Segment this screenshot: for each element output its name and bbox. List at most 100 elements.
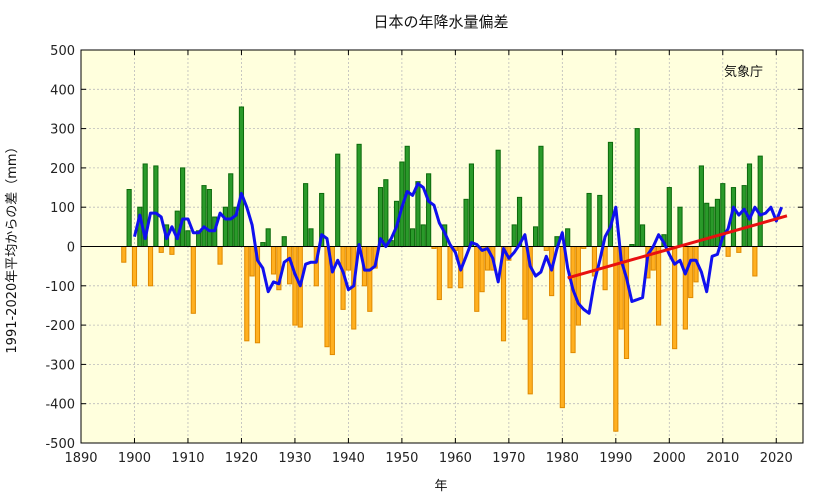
anomaly-bar <box>426 173 432 247</box>
anomaly-bar <box>746 163 753 247</box>
anomaly-bar <box>613 246 619 432</box>
x-tick-label: 1960 <box>439 451 472 466</box>
x-tick-label: 1940 <box>332 451 365 466</box>
source-label: 気象庁 <box>724 64 763 80</box>
anomaly-bar <box>131 246 138 287</box>
anomaly-bar <box>634 128 640 248</box>
anomaly-bar <box>698 165 704 247</box>
x-axis-label: 年 <box>434 479 447 494</box>
anomaly-bar <box>559 246 565 409</box>
anomaly-bar <box>463 198 469 247</box>
y-tick-label: 500 <box>50 44 75 59</box>
y-tick-label: -200 <box>45 319 75 334</box>
anomaly-bar <box>206 189 212 247</box>
anomaly-bar <box>757 155 763 247</box>
anomaly-bar <box>436 246 442 301</box>
anomaly-bar <box>335 153 341 248</box>
x-tick-label: 2010 <box>706 451 739 466</box>
running-mean-line <box>133 182 784 315</box>
x-tick-label: 1990 <box>599 451 632 466</box>
x-tick-label: 1920 <box>225 451 258 466</box>
x-tick-label: 1950 <box>385 451 418 466</box>
anomaly-bar <box>222 206 228 247</box>
anomaly-bar <box>303 183 309 247</box>
anomaly-bar <box>639 224 646 247</box>
anomaly-bar <box>126 189 132 247</box>
anomaly-bar <box>420 224 426 247</box>
x-tick-label: 1980 <box>546 451 579 466</box>
anomaly-bar <box>345 246 351 271</box>
y-tick-label: 200 <box>50 162 75 177</box>
anomaly-bar <box>597 194 603 248</box>
anomaly-bar <box>169 246 175 255</box>
anomaly-bar <box>570 246 576 354</box>
x-tick-label: 2020 <box>760 451 793 466</box>
anomaly-bar <box>308 228 314 248</box>
anomaly-bar <box>383 179 389 247</box>
y-tick-label: 300 <box>50 123 75 138</box>
anomaly-bar <box>244 246 250 342</box>
anomaly-bar <box>752 246 758 277</box>
anomaly-bar <box>292 246 298 326</box>
anomaly-bar <box>201 185 207 248</box>
x-tick-label: 1890 <box>64 451 97 466</box>
anomaly-bar <box>356 143 362 248</box>
anomaly-bar <box>666 187 672 248</box>
anomaly-bar <box>217 246 223 265</box>
anomaly-bar <box>121 246 127 263</box>
anomaly-bar <box>447 246 453 289</box>
anomaly-bar <box>158 246 164 253</box>
anomaly-bar <box>565 228 571 248</box>
anomaly-bar <box>688 246 694 299</box>
y-tick-label: 400 <box>50 83 75 98</box>
anomaly-bar <box>409 228 416 248</box>
y-tick-label: -400 <box>45 398 75 413</box>
anomaly-bar <box>575 246 581 326</box>
anomaly-bar <box>586 192 592 248</box>
anomaly-bar <box>682 246 688 330</box>
trend-line <box>567 214 788 280</box>
anomaly-bar <box>249 246 255 277</box>
x-tick-label: 1900 <box>118 451 151 466</box>
y-tick-label: -500 <box>45 437 75 452</box>
anomaly-bar <box>415 181 421 247</box>
anomaly-bar <box>479 246 485 293</box>
anomaly-bar <box>468 163 475 247</box>
x-tick-label: 1970 <box>492 451 525 466</box>
anomaly-bar <box>656 246 662 326</box>
y-axis-label: 1991-2020年平均からの差（mm） <box>5 140 20 353</box>
x-tick-label: 1910 <box>171 451 204 466</box>
y-tick-label: -300 <box>45 358 75 373</box>
anomaly-bar <box>511 224 517 247</box>
anomaly-bar <box>367 246 373 312</box>
anomaly-bar <box>238 106 245 247</box>
anomaly-bar <box>522 246 528 320</box>
x-tick-label: 2000 <box>653 451 686 466</box>
x-tick-label: 1930 <box>278 451 311 466</box>
anomaly-bar <box>474 246 480 312</box>
anomaly-bar <box>265 228 271 248</box>
y-tick-label: 100 <box>50 201 75 216</box>
anomaly-bar <box>677 206 683 247</box>
anomaly-bar <box>180 167 186 247</box>
anomaly-bar <box>714 198 721 247</box>
chart-title: 日本の年降水量偏差 <box>373 13 508 31</box>
anomaly-bar <box>543 246 549 251</box>
anomaly-bar <box>533 226 539 248</box>
y-tick-label: -100 <box>45 280 75 295</box>
anomaly-bar <box>736 246 742 253</box>
anomaly-bar <box>153 165 159 247</box>
anomaly-bar <box>623 246 630 360</box>
anomaly-bar <box>538 145 544 247</box>
anomaly-bar <box>725 246 731 257</box>
anomaly-bar <box>281 236 287 248</box>
anomaly-bar <box>495 149 501 247</box>
y-tick-label: 0 <box>67 241 75 256</box>
anomaly-bar <box>709 206 715 247</box>
anomaly-bar <box>260 242 266 248</box>
anomaly-bar <box>185 230 191 247</box>
anomaly-bar <box>324 246 330 348</box>
anomaly-bar <box>190 246 196 314</box>
anomaly-bar <box>270 246 277 275</box>
